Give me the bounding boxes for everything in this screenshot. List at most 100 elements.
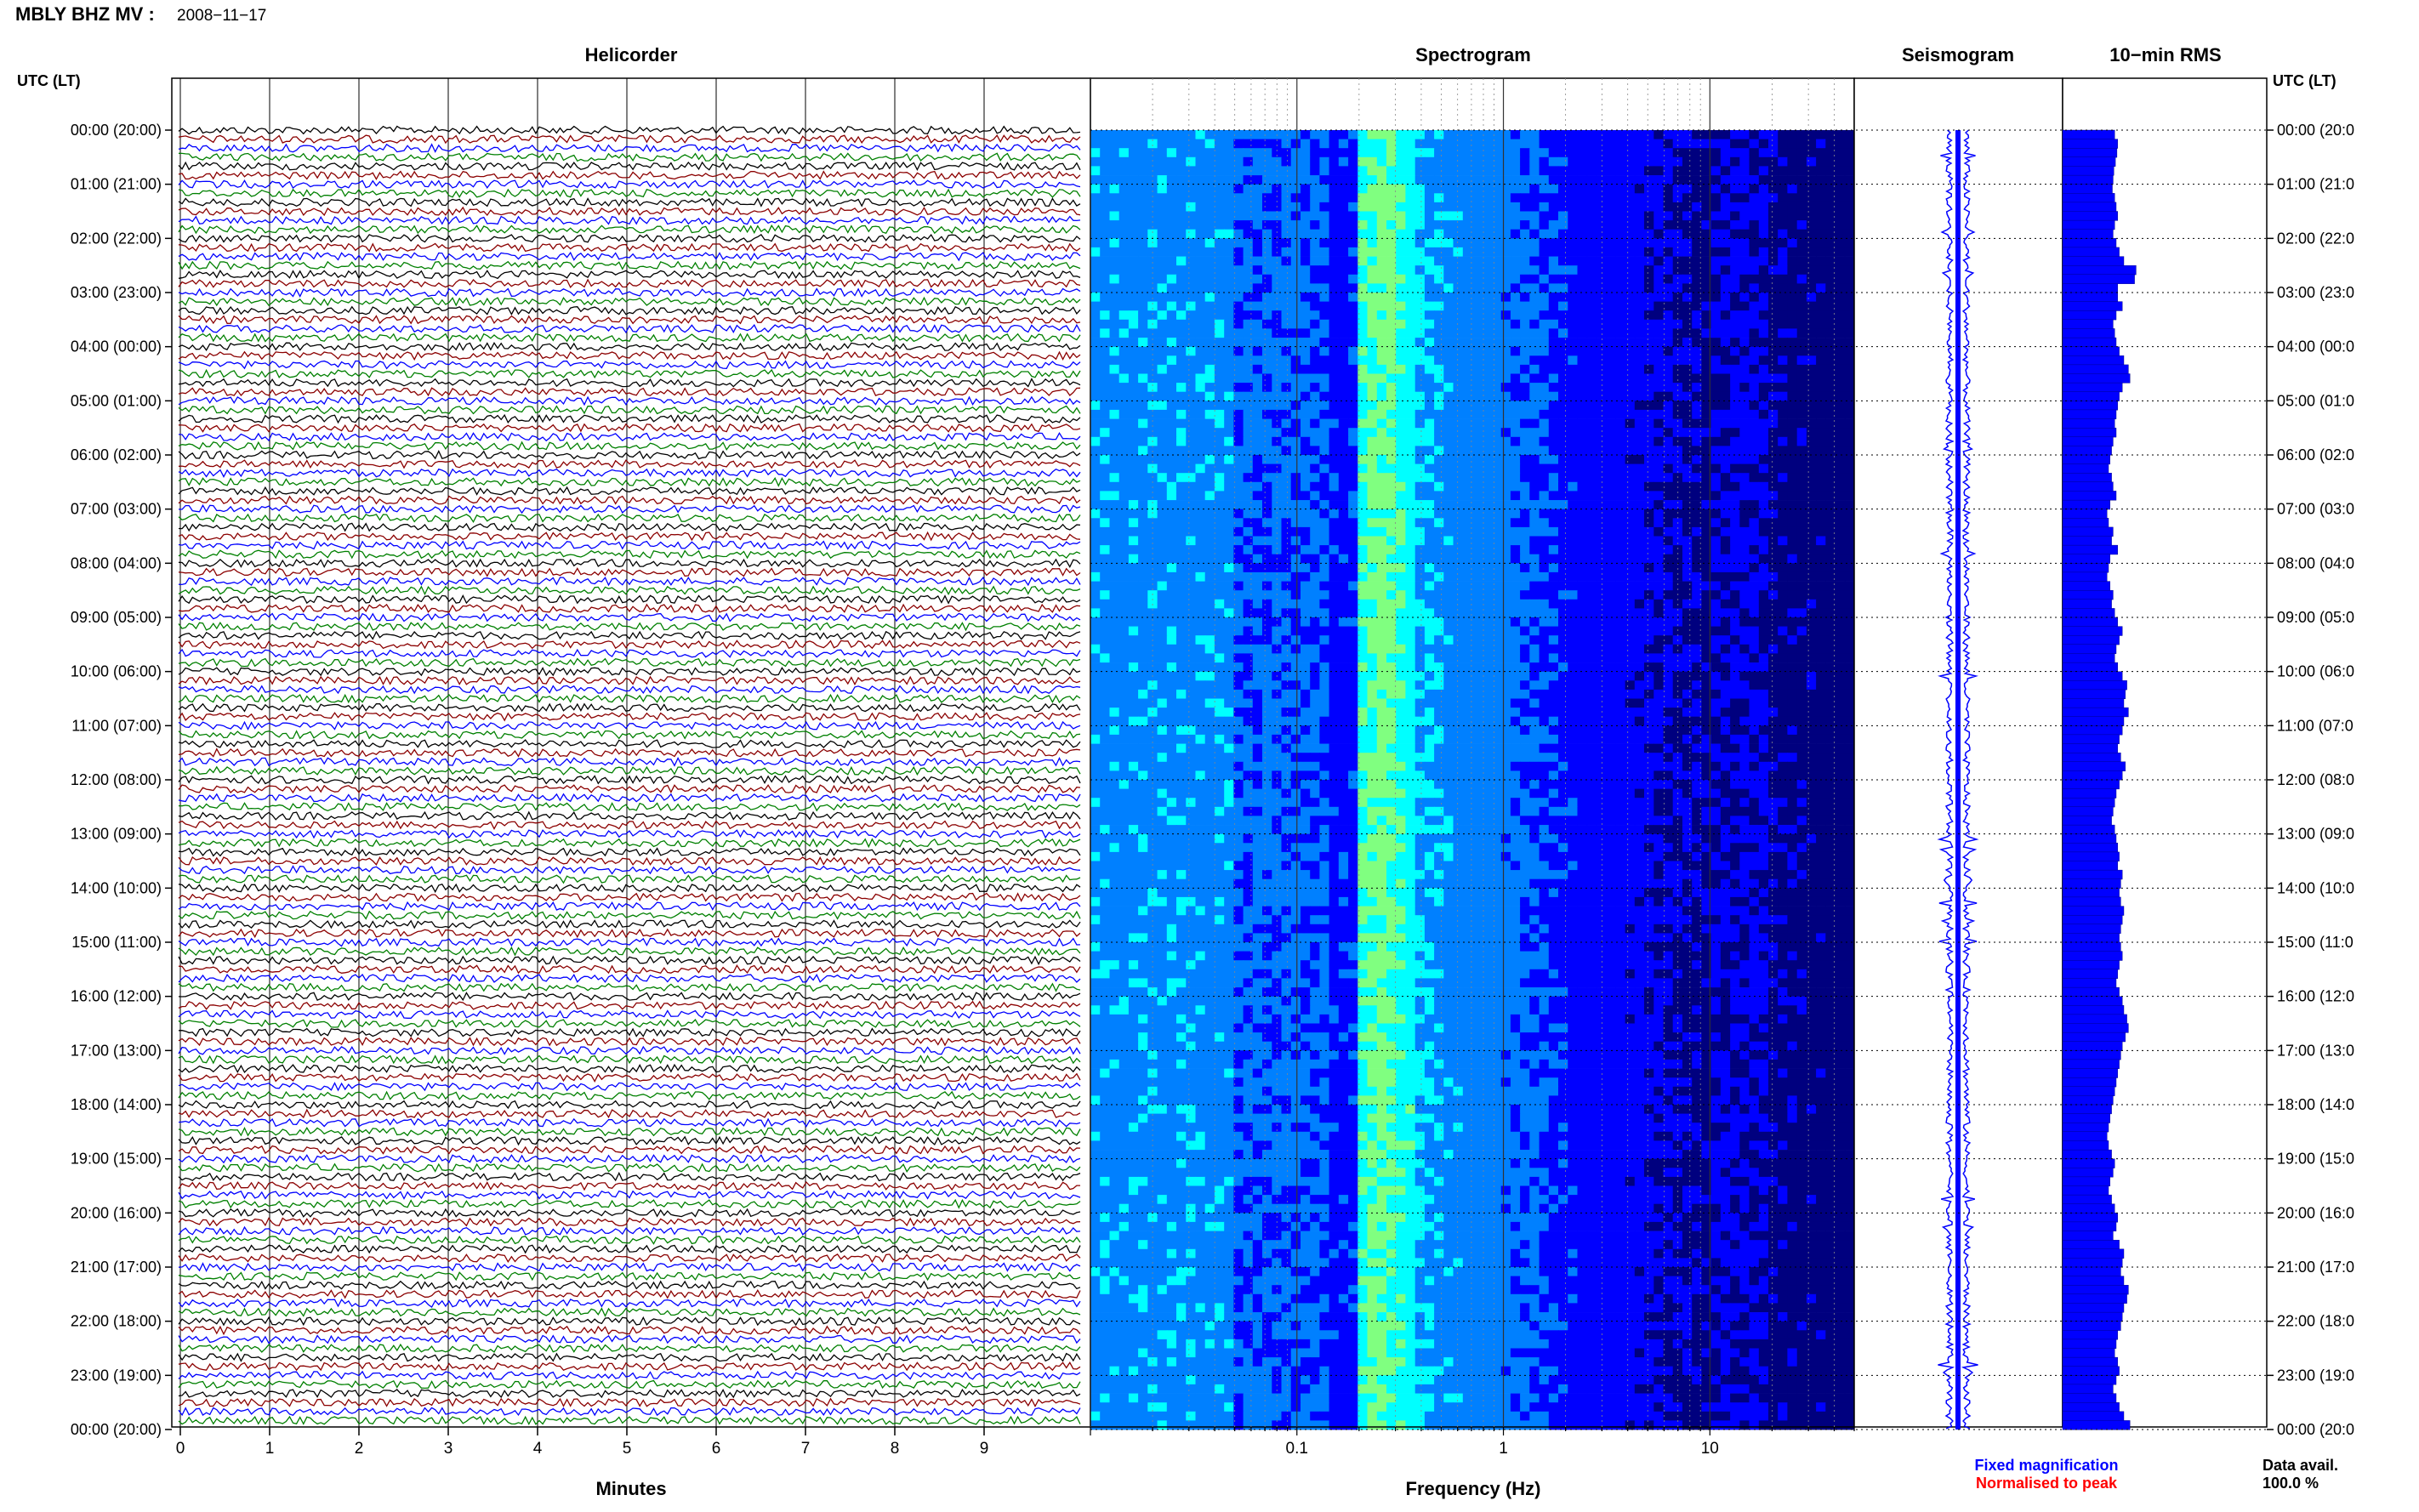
spectrogram-cell: [1243, 328, 1254, 338]
spectrogram-cell: [1682, 436, 1693, 446]
spectrogram-cell: [1252, 283, 1263, 293]
spectrogram-cell: [1262, 481, 1272, 492]
spectrogram-cell: [1644, 626, 1654, 636]
spectrogram-cell: [1720, 644, 1731, 654]
spectrogram-cell: [1568, 662, 1579, 673]
spectrogram-cell: [1396, 139, 1406, 149]
spectrogram-cell: [1195, 139, 1206, 149]
spectrogram-cell: [1100, 346, 1110, 356]
spectrogram-cell: [1357, 130, 1369, 139]
spectrogram-cell: [1500, 644, 1511, 654]
spectrogram-cell: [1233, 409, 1244, 419]
spectrogram-cell: [1367, 256, 1378, 266]
spectrogram-cell: [1644, 175, 1654, 185]
spectrogram-cell: [1835, 247, 1846, 257]
spectrogram-cell: [1615, 184, 1626, 194]
spectrogram-cell: [1844, 428, 1855, 438]
spectrogram-cell: [1787, 409, 1798, 419]
spectrogram-cell: [1615, 563, 1626, 573]
spectrogram-cell: [1710, 518, 1722, 528]
spectrogram-cell: [1577, 383, 1588, 393]
spectrogram-cell: [1386, 364, 1397, 374]
spectrogram-cell: [1453, 184, 1464, 194]
spectrogram-cell: [1577, 355, 1588, 366]
spectrogram-cell: [1176, 256, 1187, 266]
spectrogram-cell: [1472, 229, 1483, 239]
spectrogram-cell: [1692, 220, 1702, 230]
spectrogram-cell: [1586, 238, 1597, 248]
spectrogram-cell: [1710, 156, 1722, 167]
spectrogram-cell: [1090, 229, 1101, 239]
spectrogram-cell: [1157, 346, 1168, 356]
spectrogram-cell: [1615, 283, 1626, 293]
spectrogram-cell: [1510, 211, 1521, 221]
helicorder-trace: [178, 449, 1081, 460]
helicorder-trace: [178, 1171, 1081, 1182]
spectrogram-cell: [1281, 328, 1292, 338]
spectrogram-cell: [1214, 545, 1225, 555]
spectrogram-cell: [1806, 156, 1817, 167]
spectrogram-cell: [1653, 293, 1665, 302]
spectrogram-cell: [1796, 446, 1807, 456]
spectrogram-cell: [1310, 346, 1320, 356]
spectrogram-cell: [1424, 148, 1435, 158]
spectrogram-cell: [1806, 473, 1817, 483]
spectrogram-cell: [1615, 238, 1626, 248]
spectrogram-cell: [1577, 310, 1588, 321]
spectrogram-cell: [1195, 599, 1206, 609]
spectrogram-cell: [1195, 175, 1206, 185]
spectrogram-cell: [1118, 500, 1130, 510]
spectrogram-cell: [1787, 653, 1798, 663]
spectrogram-cell: [1539, 355, 1550, 366]
spectrogram-cell: [1424, 509, 1435, 519]
spectrogram-cell: [1568, 175, 1579, 185]
spectrogram-cell: [1806, 247, 1817, 257]
spectrogram-cell: [1252, 446, 1263, 456]
spectrogram-cell: [1128, 418, 1139, 429]
spectrogram-cell: [1482, 446, 1492, 456]
spectrogram-cell: [1739, 319, 1750, 329]
spectrogram-cell: [1414, 256, 1426, 266]
spectrogram-cell: [1262, 184, 1272, 194]
spectrogram-cell: [1386, 626, 1397, 636]
helicorder-x-tick-label: 7: [801, 1440, 811, 1458]
spectrogram-cell: [1472, 545, 1483, 555]
spectrogram-cell: [1434, 328, 1444, 338]
spectrogram-cell: [1176, 554, 1187, 564]
spectrogram-cell: [1739, 202, 1750, 212]
spectrogram-cell: [1806, 608, 1817, 618]
spectrogram-cell: [1376, 436, 1387, 446]
spectrogram-cell: [1577, 563, 1588, 573]
spectrogram-cell: [1138, 473, 1148, 483]
spectrogram-cell: [1796, 256, 1807, 266]
spectrogram-cell: [1749, 364, 1760, 374]
spectrogram-cell: [1090, 509, 1101, 519]
spectrogram-cell: [1443, 364, 1454, 374]
spectrogram-cell: [1835, 184, 1846, 194]
spectrogram-cell: [1376, 571, 1387, 582]
spectrogram-cell: [1138, 509, 1148, 519]
spectrogram-cell: [1166, 401, 1177, 411]
spectrogram-cell: [1329, 491, 1340, 501]
spectrogram-cell: [1243, 545, 1254, 555]
spectrogram-cell: [1233, 463, 1244, 474]
spectrogram-cell: [1577, 238, 1588, 248]
spectrogram-cell: [1195, 409, 1206, 419]
spectrogram-cell: [1720, 373, 1731, 384]
spectrogram-cell: [1329, 473, 1340, 483]
spectrogram-cell: [1214, 536, 1225, 546]
spectrogram-cell: [1090, 590, 1101, 600]
spectrogram-cell: [1472, 310, 1483, 321]
spectrogram-cell: [1319, 626, 1330, 636]
spectrogram-cell: [1233, 175, 1244, 185]
spectrogram-cell: [1262, 418, 1272, 429]
spectrogram-cell: [1482, 319, 1492, 329]
spectrogram-cell: [1768, 463, 1779, 474]
spectrogram-cell: [1539, 383, 1550, 393]
spectrogram-cell: [1500, 599, 1511, 609]
spectrogram-cell: [1730, 293, 1740, 302]
spectrogram-cell: [1453, 175, 1464, 185]
spectrogram-cell: [1166, 463, 1177, 474]
spectrogram-cell: [1539, 436, 1550, 446]
spectrogram-cell: [1453, 590, 1464, 600]
